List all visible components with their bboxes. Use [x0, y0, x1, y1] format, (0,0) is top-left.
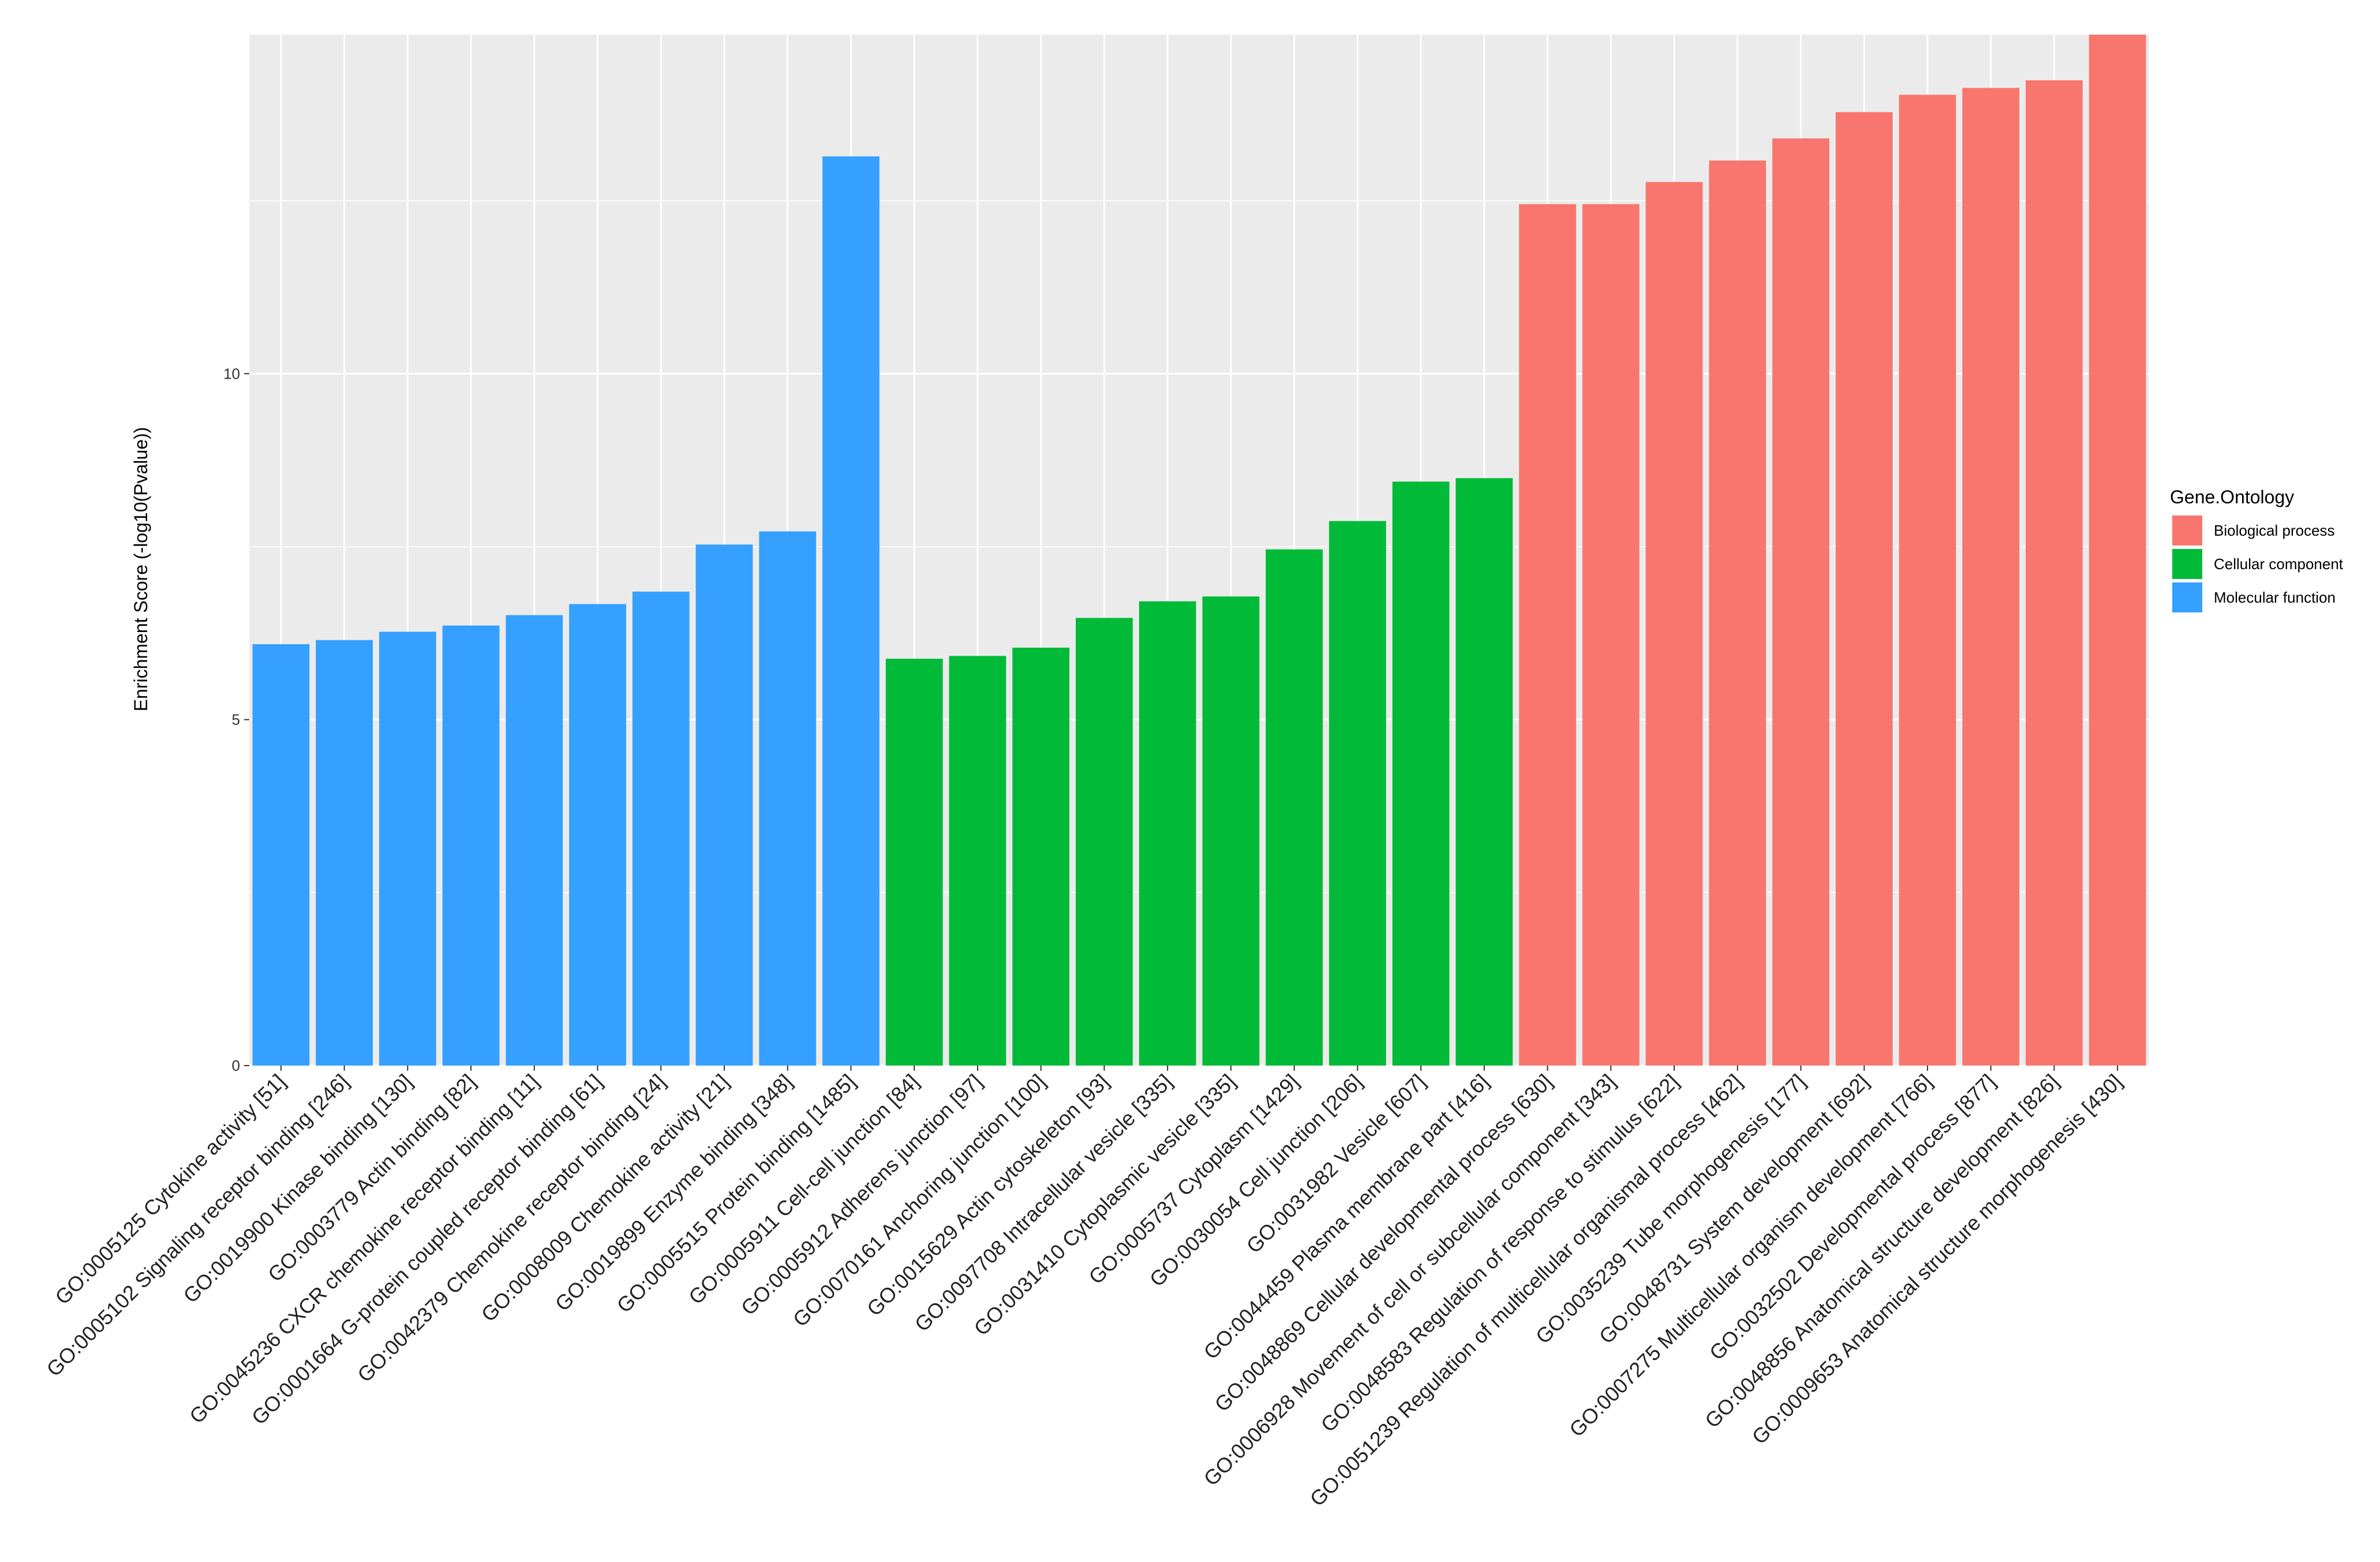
- bar: [442, 625, 500, 1066]
- x-tick-label: GO:0006928 Movement of cell or subcellul…: [1199, 1070, 1619, 1490]
- y-tick-label: 10: [223, 365, 240, 382]
- bar: [1076, 618, 1133, 1066]
- legend-label: Molecular function: [2214, 589, 2336, 606]
- bar: [695, 544, 753, 1066]
- bar: [1962, 88, 2020, 1066]
- bar: [1202, 596, 1260, 1066]
- bar: [1012, 648, 1070, 1066]
- bar: [1835, 112, 1893, 1066]
- x-axis: GO:0005125 Cytokine activity [51]GO:0005…: [42, 1066, 2127, 1511]
- bar: [1772, 138, 1829, 1066]
- legend-key: [2172, 549, 2202, 579]
- bar: [885, 659, 943, 1066]
- bar: [252, 644, 310, 1066]
- bar: [1899, 95, 1956, 1066]
- legend-title: Gene.Ontology: [2170, 487, 2294, 507]
- x-tick-label: GO:0005125 Cytokine activity [51]: [50, 1070, 290, 1309]
- x-tick-label: GO:0019899 Enzyme binding [348]: [551, 1070, 797, 1316]
- bar: [379, 631, 436, 1066]
- legend-key: [2172, 515, 2202, 545]
- bar: [1266, 549, 1323, 1066]
- y-axis-title: Enrichment Score (-log10(Pvalue)): [130, 427, 151, 712]
- y-axis: 0 5 10: [223, 365, 249, 1074]
- x-tick-label: GO:0019900 Kinase binding [130]: [178, 1070, 417, 1308]
- bar: [506, 615, 563, 1066]
- bar: [759, 531, 817, 1066]
- bar: [822, 156, 880, 1066]
- plot-panel: [249, 35, 2149, 1066]
- y-tick-label: 5: [232, 711, 240, 728]
- legend-label: Cellular component: [2214, 555, 2344, 573]
- bar: [1645, 182, 1703, 1066]
- bar: [1582, 204, 1640, 1066]
- bar: [1519, 204, 1576, 1066]
- bar: [632, 591, 690, 1066]
- bars: [252, 35, 2146, 1066]
- x-tick-label: GO:0005911 Cell-cell junction [84]: [684, 1070, 923, 1309]
- bar: [949, 656, 1006, 1066]
- bar: [2089, 35, 2146, 1066]
- bar: [1329, 521, 1386, 1066]
- bar: [569, 604, 626, 1066]
- bar: [2026, 80, 2083, 1066]
- x-tick-label: GO:0005102 Signaling receptor binding [2…: [42, 1070, 353, 1381]
- bar: [1709, 160, 1767, 1066]
- y-tick-label: 0: [232, 1057, 240, 1074]
- bar: [316, 640, 373, 1066]
- legend-label: Biological process: [2214, 522, 2335, 539]
- bar: [1455, 478, 1513, 1066]
- legend-key: [2172, 582, 2202, 612]
- bar: [1139, 601, 1196, 1066]
- bar: [1392, 481, 1450, 1066]
- legend: Gene.Ontology Biological process Cellular…: [2170, 487, 2344, 612]
